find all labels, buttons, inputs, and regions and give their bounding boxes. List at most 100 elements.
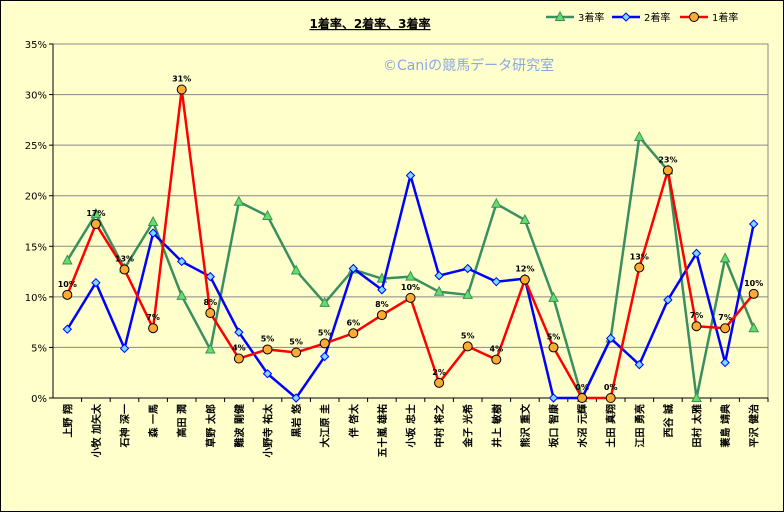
x-category-label: 江田 勇亮	[633, 404, 646, 447]
data-point-circle	[548, 342, 559, 353]
data-point-triangle	[319, 296, 331, 307]
x-category-label: 小野寺 祐太	[262, 403, 275, 458]
x-category-label: 森 一馬	[147, 404, 160, 438]
data-label: 4%	[490, 345, 504, 354]
data-label: 23%	[658, 155, 677, 164]
data-point-diamond	[605, 333, 616, 344]
x-category-label: 草野 太郎	[204, 404, 217, 447]
chart-title: 1着率、2着率、3着率	[309, 16, 430, 31]
data-point-triangle	[61, 254, 73, 265]
legend-item: 1着率	[680, 11, 738, 24]
data-point-circle	[691, 321, 702, 332]
data-point-circle	[662, 165, 673, 176]
data-point-diamond	[462, 263, 473, 274]
data-point-triangle	[748, 322, 760, 333]
data-point-triangle	[462, 288, 474, 299]
x-category-label: 西谷 誠	[662, 404, 675, 437]
y-tick-label: 10%	[25, 293, 47, 304]
x-category-label: 井上 敏樹	[490, 404, 503, 447]
data-point-triangle	[233, 195, 245, 206]
x-category-label: 黒岩 悠	[290, 403, 303, 437]
data-point-circle	[205, 308, 216, 319]
data-point-triangle	[519, 213, 531, 224]
x-category-label: 五十嵐 雄祐	[376, 404, 389, 457]
series-layer: 10% 17% 13% 7% 31% 8% 4% 5% 5% 5% 6% 8% 10% 2% 5% 4% 12%…	[58, 75, 763, 403]
data-point-triangle	[548, 291, 559, 302]
y-tick-label: 25%	[25, 141, 47, 152]
data-point-diamond	[720, 357, 730, 368]
data-point-triangle	[90, 207, 102, 218]
data-point-diamond	[377, 285, 387, 295]
y-tick-label: 35%	[25, 40, 47, 51]
y-tick-label: 20%	[25, 192, 47, 203]
data-label: 13%	[115, 255, 134, 264]
data-point-diamond	[748, 219, 759, 229]
data-point-diamond	[291, 393, 301, 403]
data-point-circle	[176, 84, 187, 95]
data-label: 10%	[401, 283, 420, 292]
data-label: 5%	[547, 332, 561, 341]
data-point-diamond	[621, 12, 631, 22]
legend-label: 3着率	[578, 11, 604, 24]
data-label: 5%	[261, 334, 275, 343]
data-point-triangle	[262, 209, 273, 220]
data-point-circle	[748, 288, 759, 299]
x-category-label: 金子 光希	[462, 404, 475, 448]
data-point-triangle	[204, 343, 216, 354]
data-point-diamond	[205, 271, 216, 282]
data-point-circle	[462, 341, 473, 352]
data-point-triangle	[554, 10, 566, 21]
data-point-circle	[577, 393, 588, 403]
data-point-circle	[605, 393, 616, 403]
data-label: 7%	[146, 313, 160, 322]
data-point-circle	[689, 12, 699, 22]
data-point-diamond	[634, 359, 645, 370]
data-point-diamond	[148, 228, 158, 238]
data-label: 10%	[744, 279, 763, 288]
grid	[53, 43, 768, 348]
data-label: 8%	[375, 300, 389, 309]
x-category-label: 土田 真翔	[605, 404, 618, 447]
data-point-diamond	[405, 170, 416, 181]
data-point-circle	[634, 262, 645, 273]
x-category-label: 石神 深一	[119, 404, 132, 448]
x-category-label: 難波 剛健	[233, 404, 246, 448]
x-category-label: 大江原 圭	[319, 404, 332, 447]
data-label: 31%	[172, 75, 191, 84]
data-point-diamond	[691, 248, 702, 259]
data-point-triangle	[691, 391, 702, 402]
plot-area	[52, 43, 769, 399]
data-point-diamond	[119, 343, 130, 354]
x-category-label: 上野 翔	[61, 404, 74, 437]
data-label: 10%	[58, 280, 77, 289]
data-label: 4%	[232, 344, 246, 353]
data-point-circle	[434, 377, 445, 388]
data-point-circle	[148, 323, 159, 334]
series-2	[62, 170, 759, 403]
x-category-label: 小坂 忠士	[405, 404, 418, 448]
data-point-diamond	[548, 393, 559, 403]
data-point-diamond	[491, 276, 502, 287]
x-category-label: 小牧 加矢太	[90, 403, 103, 458]
data-point-triangle	[719, 252, 731, 263]
data-point-circle	[90, 219, 101, 230]
data-point-triangle	[290, 264, 302, 275]
data-point-circle	[405, 292, 416, 303]
data-point-triangle	[405, 270, 416, 281]
data-point-circle	[62, 289, 73, 300]
data-label: 17%	[86, 209, 105, 218]
data-point-triangle	[633, 130, 645, 142]
data-point-circle	[376, 310, 387, 321]
legend-label: 1着率	[712, 11, 738, 24]
watermark: ©Caniの競馬データ研究室	[383, 57, 554, 74]
data-label: 13%	[630, 253, 649, 262]
y-tick-label: 15%	[25, 242, 47, 253]
y-tick-label: 5%	[31, 343, 47, 354]
data-point-circle	[119, 264, 130, 275]
data-label: 8%	[204, 298, 218, 307]
data-label: 0%	[575, 383, 589, 392]
data-label: 5%	[461, 331, 475, 340]
series-3: 10% 17% 13% 7% 31% 8% 4% 5% 5% 5% 6% 8% 10% 2% 5% 4% 12%…	[58, 75, 763, 403]
data-label: 0%	[604, 383, 618, 392]
